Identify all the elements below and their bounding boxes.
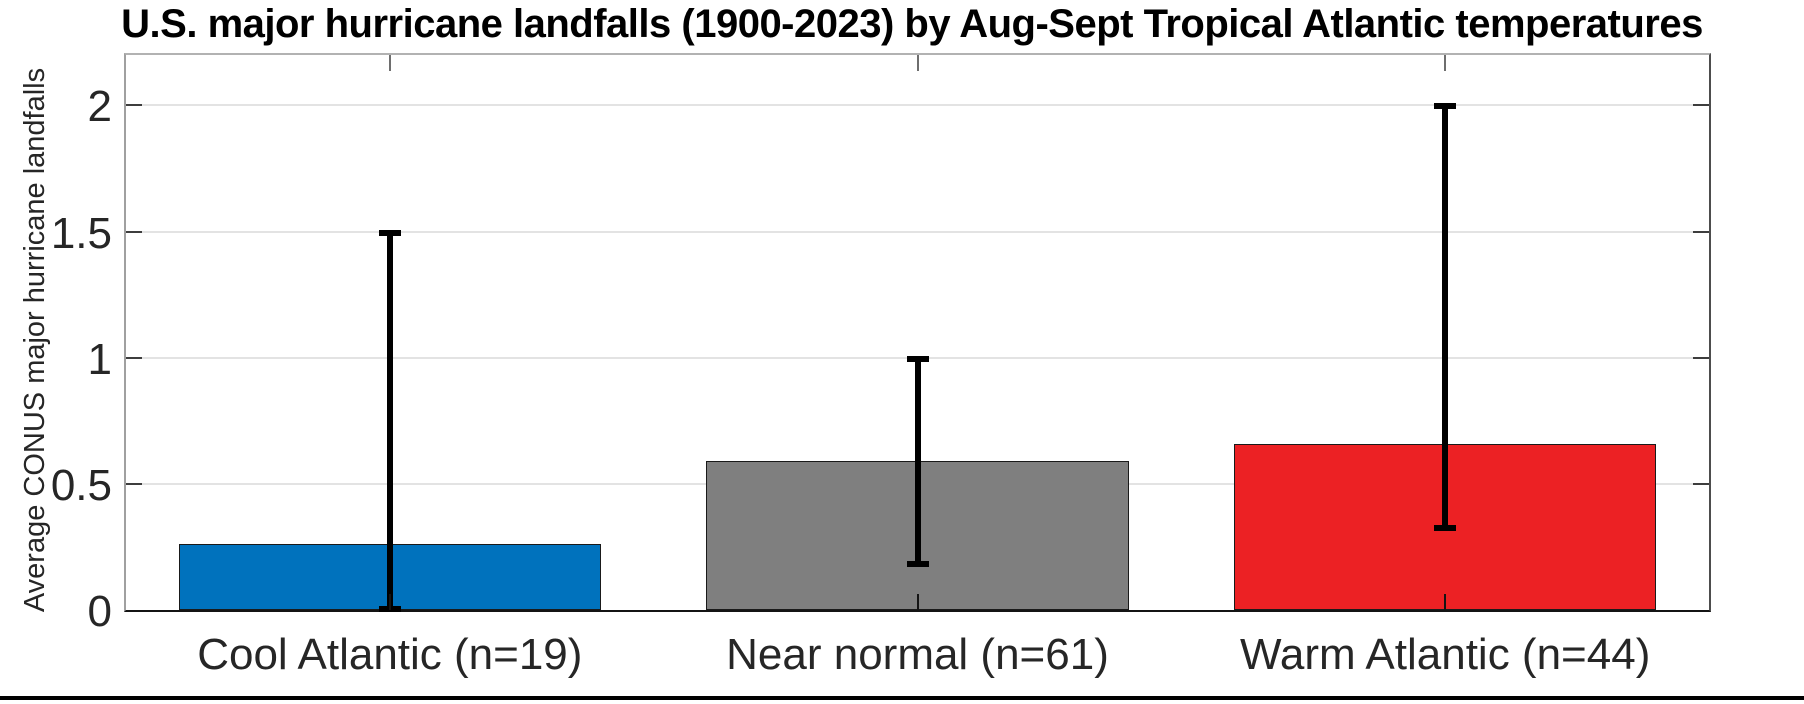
- chart-title: U.S. major hurricane landfalls (1900-202…: [121, 2, 1703, 46]
- error-bar-line-1: [386, 231, 393, 610]
- figure-bottom-rule: [0, 696, 1804, 700]
- y-tick-right: [1693, 356, 1709, 359]
- y-tick-left: [126, 356, 142, 359]
- x-tick-label-1: Cool Atlantic (n=19): [197, 630, 583, 679]
- y-tick-left: [126, 482, 142, 485]
- gridline-y-2: [126, 104, 1709, 107]
- x-tick-top: [1444, 55, 1447, 71]
- y-tick-right: [1693, 482, 1709, 485]
- y-tick-label: 1: [87, 334, 112, 384]
- error-bar-cap-top-2: [906, 355, 929, 362]
- error-bar-cap-bottom-2: [906, 560, 929, 567]
- error-bar-cap-top-3: [1434, 103, 1457, 110]
- error-bar-line-2: [914, 357, 921, 565]
- y-tick-left: [126, 230, 142, 233]
- error-bar-cap-bottom-3: [1434, 525, 1457, 532]
- x-tick-label-3: Warm Atlantic (n=44): [1239, 630, 1651, 679]
- error-bar-line-3: [1442, 105, 1449, 530]
- error-bar-cap-top-1: [378, 229, 401, 236]
- y-tick-right: [1693, 104, 1709, 107]
- y-tick-label: 0: [87, 587, 112, 636]
- x-tick-bottom: [388, 594, 391, 610]
- y-tick-label: 1.5: [50, 208, 112, 258]
- x-tick-top: [388, 55, 391, 71]
- gridline-y-1.5: [126, 230, 1709, 233]
- y-tick-right: [1693, 230, 1709, 233]
- x-tick-top: [916, 55, 919, 71]
- x-tick-label-2: Near normal (n=61): [726, 630, 1109, 679]
- y-tick-label: 0.5: [50, 460, 112, 510]
- y-tick-label: 2: [87, 82, 112, 132]
- plot-area: [124, 53, 1711, 612]
- x-tick-bottom: [916, 594, 919, 610]
- y-tick-left: [126, 104, 142, 107]
- x-tick-bottom: [1444, 594, 1447, 610]
